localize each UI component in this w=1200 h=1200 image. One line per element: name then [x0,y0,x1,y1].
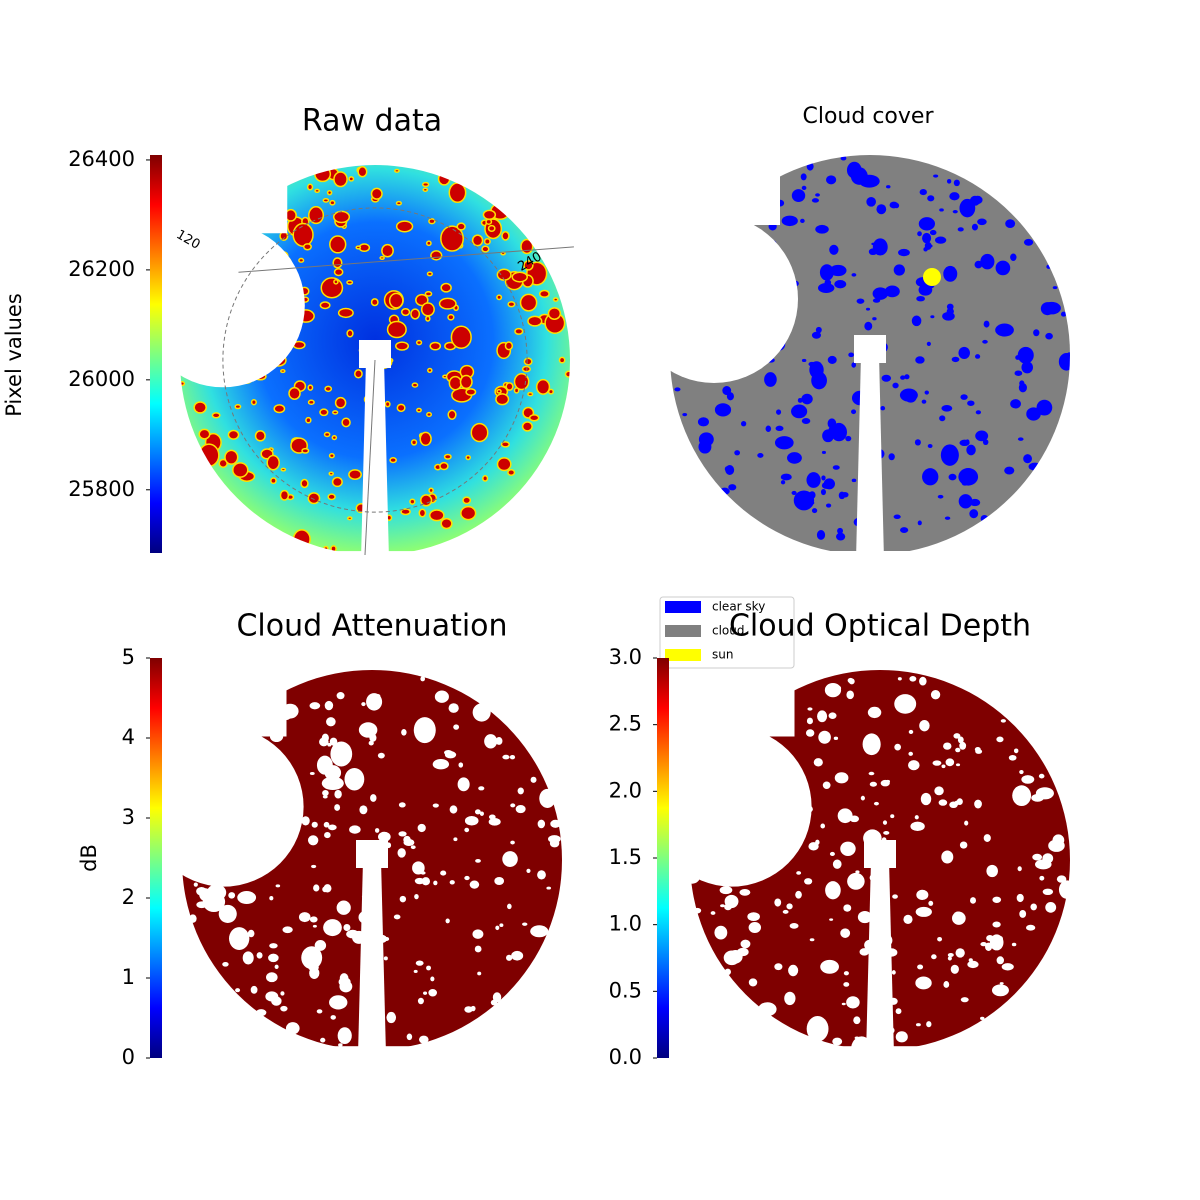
colorbar-tick-label: 0.5 [609,978,642,1002]
colorbar-tick-label: 26200 [68,257,135,281]
sky-image [666,155,1075,561]
chart-title: Cloud Attenuation [236,609,507,644]
colorbar-tick-label: 2.5 [609,712,642,736]
sky-image [684,670,1075,1062]
colorbar-tick-label: 3.0 [609,645,642,669]
colorbar-tick-label: 0.0 [609,1045,642,1069]
colorbar-tick-label: 2 [122,885,135,909]
colorbar-label: Pixel values [2,293,26,417]
colorbar-tick-label: 1 [122,965,135,989]
colorbar-tick-label: 1.5 [609,845,642,869]
colorbar-tick-label: 26400 [68,147,135,171]
chart-title: Cloud cover [803,104,935,129]
colorbar-tick-label: 3 [122,805,135,829]
colorbar-tick-label: 5 [122,645,135,669]
legend-label: clear sky [712,600,765,614]
polar-axis [238,246,574,273]
colorbar [657,658,669,1058]
polar-axis [364,359,376,556]
colorbar-tick-label: 4 [122,725,135,749]
polar-grid [222,207,528,513]
legend: clear sky cloud sun [659,596,795,669]
colorbar-tick-label: 25800 [68,477,135,501]
colorbar-label: dB [77,844,101,872]
legend-label: sun [712,648,733,662]
chart-title: Raw data [302,104,442,139]
sky-image [178,165,573,555]
sky-image [182,670,562,1050]
chart-title: Cloud Optical Depth [729,609,1031,644]
colorbar-tick-label: 0 [122,1045,135,1069]
colorbar [150,658,162,1058]
colorbar [150,155,162,553]
legend-swatch [665,649,701,661]
colorbar-tick-label: 26000 [68,367,135,391]
legend-swatch [665,625,701,637]
legend-swatch [665,601,701,613]
colorbar-tick-label: 2.0 [609,778,642,802]
legend-label: cloud [712,624,745,638]
colorbar-tick-label: 1.0 [609,912,642,936]
